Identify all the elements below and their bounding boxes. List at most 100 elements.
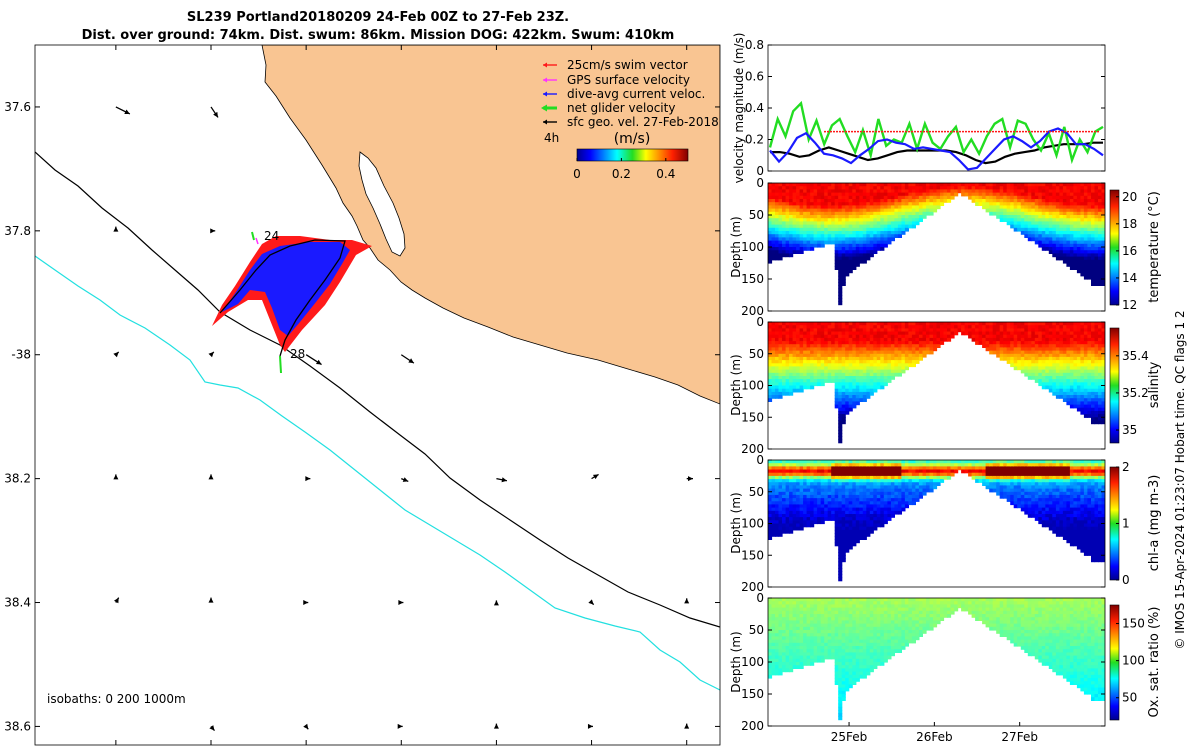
chla-cell [820,501,825,506]
salinity-cell [1069,334,1074,339]
chla-cell [890,504,895,509]
salinity-cell [1052,372,1057,377]
temperature-cell [1091,227,1096,232]
salinity-cell [806,360,811,364]
temperature-cell [1076,199,1081,203]
salinity-cell [1069,388,1074,393]
chla-cell [820,504,825,509]
salinity-cell [1013,366,1018,371]
chla-column [792,460,797,531]
chla-cell [894,463,899,467]
salinity-cell [792,328,797,333]
chla-cell [890,482,895,486]
salinity-cell [915,360,920,364]
salinity-cell [1080,395,1085,399]
salinity-cell [852,347,857,352]
chla-cell [796,501,801,506]
chla-cell [768,533,773,537]
temperature-cell [971,189,976,194]
temperature-cell [1083,189,1088,194]
temperature-cell [1055,186,1060,190]
salinity-cell [869,391,874,396]
chla-cell [771,463,776,467]
salinity-cell [1055,395,1060,399]
chla-cell [869,463,874,467]
chla-cell [845,523,850,528]
temperature-cell [838,221,843,226]
salinity-cell [817,376,822,380]
salinity-cell [1087,325,1092,329]
chla-cell [806,475,811,480]
temperature-cell [806,192,811,197]
salinity-cell [873,369,878,374]
temperature-cell [901,231,906,235]
temperature-cell [992,205,997,210]
salinity-cell [799,353,804,358]
temperature-cell [926,192,931,197]
salinity-cell [848,328,853,333]
salinity-cell [768,372,773,377]
temperature-cell [880,227,885,232]
temperature-column [985,183,990,213]
temperature-cell [1010,195,1015,200]
salinity-cell [841,347,846,352]
temperature-cell [1031,231,1036,235]
temperature-cell [855,224,860,229]
salinity-column [1010,322,1015,368]
salinity-cell [1034,325,1039,329]
temperature-cell [1098,263,1103,267]
chla-column [785,460,790,534]
chla-cell [855,485,860,490]
chla-cell [799,507,804,512]
salinity-cell [1069,363,1074,368]
salinity-cell [908,347,913,352]
temperature-cell [768,215,773,219]
temperature-column [950,183,955,200]
temperature-cell [1048,205,1053,210]
salinity-cell [1073,350,1078,355]
temperature-cell [862,256,867,261]
temperature-cell [894,183,899,187]
salinity-cell [908,350,913,355]
temperature-cell [1020,192,1025,197]
temperature-cell [968,195,973,200]
temperature-cell [866,253,871,258]
chla-column [859,460,864,540]
salinity-cell [1055,331,1060,336]
chla-cell [799,460,804,464]
temperature-column [954,183,959,197]
temperature-cell [887,231,892,235]
salinity-cell [926,325,931,329]
temperature-cell [929,186,934,190]
geo-vector-head [113,351,119,358]
salinity-cell [859,328,864,333]
chla-cell [887,469,892,474]
chla-cell [799,463,804,467]
salinity-cell [1098,420,1103,425]
salinity-cell [1098,376,1103,380]
salinity-cell [915,325,920,329]
chla-cell [904,469,909,474]
salinity-cell [824,353,829,358]
salinity-cell [824,356,829,361]
temperature-cell [834,221,839,226]
temperature-cell [887,195,892,200]
chla-cell [782,472,787,477]
temperature-cell [1059,189,1064,194]
temperature-cell [1087,199,1092,203]
chla-cell [862,472,867,477]
chla-cell [813,472,818,477]
chla-cell [824,507,829,512]
temperature-cell [1087,189,1092,194]
salinity-cell [1052,366,1057,371]
temperature-column [1045,183,1050,251]
chla-column [869,460,874,534]
salinity-cell [806,353,811,358]
temperature-cell [852,208,857,213]
chla-cell [824,517,829,521]
temperature-cell [1006,221,1011,226]
salinity-cell [989,322,994,326]
salinity-cell [785,328,790,333]
salinity-cell [1069,385,1074,390]
temperature-cell [862,221,867,226]
